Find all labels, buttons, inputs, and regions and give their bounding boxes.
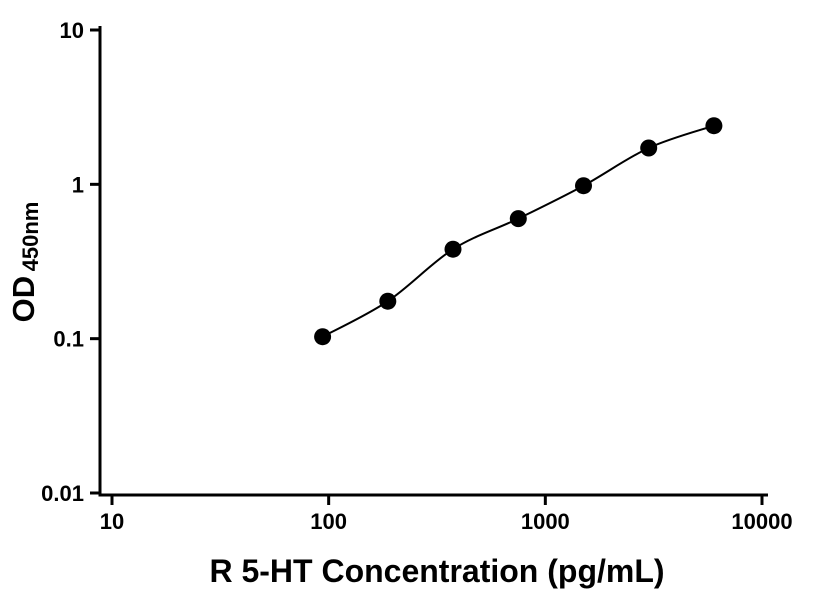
y-tick-label: 10 [60, 18, 84, 43]
y-tick-label: 0.1 [53, 327, 84, 352]
data-point [379, 292, 397, 310]
data-point [705, 117, 723, 135]
y-tick-label: 0.01 [41, 481, 84, 506]
x-tick-label: 10 [100, 509, 124, 534]
data-point [575, 177, 592, 195]
x-tick-label: 100 [310, 509, 347, 534]
data-point [509, 210, 527, 228]
y-axis-title-subscript: 450nm [18, 202, 43, 272]
data-point [640, 139, 658, 157]
x-tick-label: 1000 [521, 509, 570, 534]
data-point [444, 240, 462, 258]
data-point [314, 328, 332, 346]
y-tick-label: 1 [72, 172, 84, 197]
x-axis-title: R 5-HT Concentration (pg/mL) [209, 553, 664, 589]
x-tick-label: 10000 [731, 509, 792, 534]
chart-generated-layer: 10 100 1000 10000 0.01 0.1 1 10 [41, 18, 792, 534]
y-axis-title: OD 450nm [6, 202, 43, 323]
y-axis-title-main: OD [6, 276, 41, 323]
